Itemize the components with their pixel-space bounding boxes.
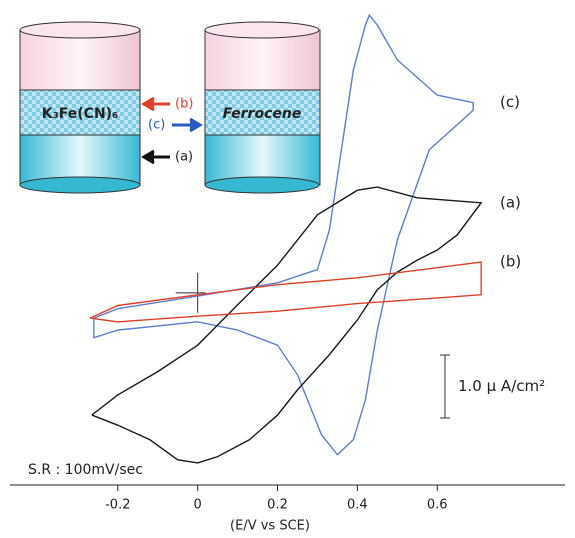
series-label: (a): [500, 193, 521, 211]
x-tick-label: 0: [194, 498, 202, 513]
inset-right-label: Ferrocene: [223, 106, 302, 122]
annotation: S.R : 100mV/sec: [28, 462, 143, 478]
arrow-label: (b): [175, 97, 193, 112]
arrow-label: (c): [148, 118, 165, 133]
cv-curve: [93, 13, 474, 456]
x-axis-label: (E/V vs SCE): [230, 519, 310, 534]
x-tick-label: 0.2: [267, 498, 288, 513]
arrow-b: [141, 96, 170, 112]
x-tick-label: 0.4: [347, 498, 368, 513]
arrow-c: [172, 117, 203, 133]
left-cell: [19, 21, 141, 194]
series-label: (c): [500, 93, 520, 111]
inset-diagram: K₃Fe(CN)₆ Ferrocene (b) (c) (a): [19, 21, 321, 194]
cv-curve: [91, 186, 483, 464]
inset-left-label: K₃Fe(CN)₆: [42, 106, 118, 122]
x-tick-label: 0.6: [427, 498, 448, 513]
x-tick-label: -0.2: [105, 498, 130, 513]
cv-curve: [89, 261, 482, 323]
right-cell: [204, 21, 321, 194]
arrow-label: (a): [175, 150, 193, 165]
scale-bar-label: 1.0 μ A/cm²: [458, 377, 545, 395]
arrow-a: [141, 149, 170, 165]
series-label: (b): [500, 253, 521, 271]
